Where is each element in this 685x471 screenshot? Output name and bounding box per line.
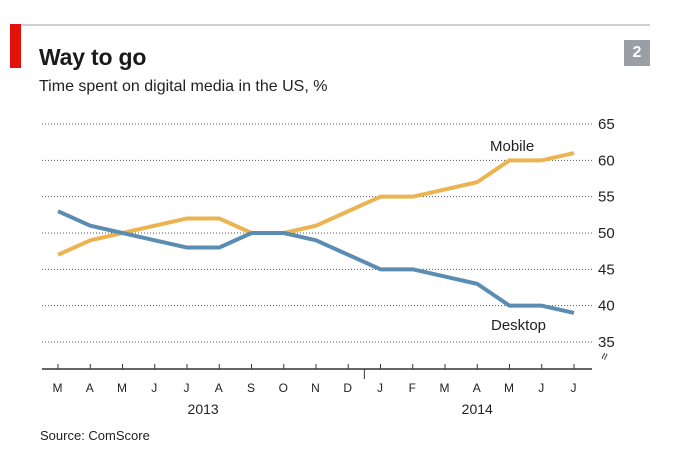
y-tick-label-60: 60 [598,152,615,169]
top-rule [10,24,650,26]
series-line-mobile [57,151,575,257]
x-tick-label-14: M [504,381,515,395]
x-tick-label-3: J [151,381,158,395]
x-tick-label-10: J [377,381,384,395]
axis-break-mark: ≈ [596,350,613,362]
y-tick-label-35: 35 [598,334,615,351]
y-tick-label-55: 55 [598,189,615,206]
series-label-desktop: Desktop [491,317,546,334]
y-tick-label-65: 65 [598,116,615,133]
series-label-mobile: Mobile [490,138,534,155]
chart-title: Way to go [39,44,147,70]
x-tick-label-6: S [247,381,256,395]
x-tick-label-7: O [279,381,289,395]
x-tick-label-11: F [409,381,417,395]
x-tick-label-2: M [117,381,128,395]
y-tick-label-50: 50 [598,225,615,242]
x-tick-label-13: A [473,381,482,395]
x-tick-label-9: D [343,381,353,395]
x-tick-label-4: J [184,381,191,395]
chart-subtitle: Time spent on digital media in the US, % [39,78,328,95]
x-tick-label-1: A [86,381,95,395]
y-tick-label-45: 45 [598,261,615,278]
chart-number-badge: 2 [624,40,650,66]
x-tick-label-16: J [571,381,578,395]
series-line-desktop [57,209,575,315]
source-note: Source: ComScore [40,428,150,443]
year-label-2013: 2013 [188,401,219,417]
red-tab-accent [10,24,21,68]
x-tick-label-0: M [53,381,64,395]
x-tick-label-12: M [440,381,451,395]
y-tick-label-40: 40 [598,298,615,315]
x-tick-label-5: A [215,381,224,395]
year-label-2014: 2014 [462,401,493,417]
x-tick-label-15: J [538,381,545,395]
x-tick-label-8: N [311,381,321,395]
